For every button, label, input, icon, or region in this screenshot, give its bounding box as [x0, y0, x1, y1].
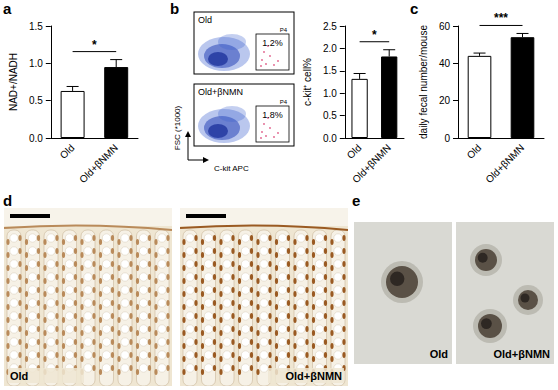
- svg-text:2.5: 2.5: [323, 21, 337, 32]
- html-text:d: d: [3, 192, 13, 209]
- svg-text:60: 60: [439, 21, 451, 32]
- svg-text:Old: Old: [198, 15, 212, 25]
- svg-text:C-kit APC: C-kit APC: [214, 164, 249, 173]
- svg-text:0.0: 0.0: [323, 133, 337, 144]
- svg-text:Old: Old: [345, 142, 364, 161]
- svg-text:P4: P4: [280, 27, 288, 33]
- svg-text:0.0: 0.0: [29, 133, 43, 144]
- svg-text:*: *: [372, 28, 377, 42]
- html-text:a: a: [3, 0, 12, 17]
- svg-text:1.5: 1.5: [323, 65, 337, 76]
- svg-text:0: 0: [444, 133, 450, 144]
- svg-text:0.5: 0.5: [29, 95, 43, 106]
- svg-text:Old: Old: [430, 348, 448, 360]
- svg-text:1.5: 1.5: [29, 21, 43, 32]
- svg-text:0.5: 0.5: [323, 110, 337, 121]
- svg-text:40: 40: [439, 58, 451, 69]
- svg-text:P4: P4: [280, 99, 288, 105]
- svg-text:Old+βNMN: Old+βNMN: [493, 348, 550, 360]
- svg-text:2.0: 2.0: [323, 43, 337, 54]
- svg-text:***: ***: [494, 11, 508, 25]
- svg-text:Old+βNMN: Old+βNMN: [285, 370, 342, 382]
- svg-text:*: *: [92, 38, 97, 52]
- svg-text:Old: Old: [465, 142, 484, 161]
- svg-text:Old+βNMN: Old+βNMN: [350, 142, 393, 185]
- svg-text:NAD+/NADH: NAD+/NADH: [8, 53, 19, 111]
- svg-text:daily fecal number/mouse: daily fecal number/mouse: [418, 25, 429, 139]
- svg-text:c-kit⁺ cell%: c-kit⁺ cell%: [302, 58, 313, 106]
- svg-text:1.8%: 1.8%: [262, 110, 283, 120]
- svg-text:Old: Old: [10, 370, 28, 382]
- html-text:e: e: [352, 192, 361, 209]
- svg-text:FSC (*1000): FSC (*1000): [173, 105, 182, 150]
- svg-text:1.0: 1.0: [323, 88, 337, 99]
- html-text:c: c: [410, 0, 419, 17]
- svg-text:Old+βNMN: Old+βNMN: [77, 142, 120, 185]
- svg-text:Old: Old: [58, 142, 77, 161]
- html-text:b: b: [170, 0, 180, 17]
- svg-text:1.2%: 1.2%: [262, 38, 283, 48]
- svg-text:1.0: 1.0: [29, 58, 43, 69]
- svg-text:Old+βNMN: Old+βNMN: [198, 87, 243, 97]
- svg-text:Old+βNMN: Old+βNMN: [483, 142, 526, 185]
- svg-text:20: 20: [439, 95, 451, 106]
